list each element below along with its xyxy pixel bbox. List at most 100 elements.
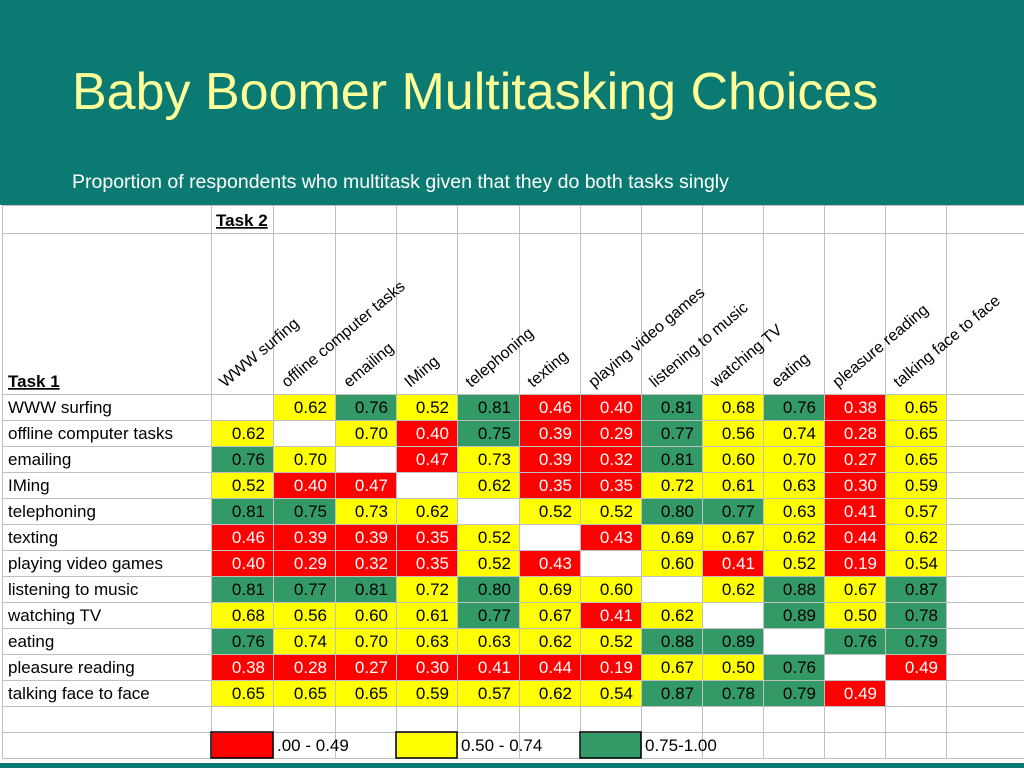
heat-cell (335, 602, 396, 628)
heat-cell (702, 576, 763, 602)
heat-cell (273, 394, 335, 420)
heat-cell (824, 394, 885, 420)
heat-cell (580, 654, 641, 680)
cell-value: 0.54 (600, 684, 633, 703)
cell-value: 0.44 (844, 528, 877, 547)
cell-value: 0.65 (905, 424, 938, 443)
cell-value: 0.81 (661, 450, 694, 469)
cell-value: 0.81 (661, 398, 694, 417)
heat-cell (885, 446, 946, 472)
heat-cell (763, 420, 824, 446)
cell-value: 0.52 (232, 476, 265, 495)
heat-cell (457, 472, 519, 498)
row-header-label: Task 1 (8, 372, 60, 391)
heat-cell (396, 550, 457, 576)
heat-cell (885, 498, 946, 524)
cell-value: 0.68 (722, 398, 755, 417)
heat-cell (335, 498, 396, 524)
heat-cell (580, 524, 641, 550)
heat-cell (763, 446, 824, 472)
heat-cell (763, 550, 824, 576)
cell-value: 0.39 (355, 528, 388, 547)
heat-cell (519, 446, 580, 472)
heat-cell (396, 446, 457, 472)
row-label: IMing (8, 476, 50, 495)
heat-cell (824, 680, 885, 706)
heatmap-svg: Task 2 Task 1 WWW surfing offline computer … (2, 205, 1024, 759)
heat-cell (396, 602, 457, 628)
heat-cell (519, 420, 580, 446)
legend-swatch (211, 732, 273, 758)
cell-value: 0.81 (232, 580, 265, 599)
cell-value: 0.63 (478, 632, 511, 651)
heat-cell (702, 680, 763, 706)
heat-cell (396, 420, 457, 446)
cell-value: 0.70 (355, 632, 388, 651)
cell-value: 0.81 (478, 398, 511, 417)
cell-value: 0.78 (905, 606, 938, 625)
heat-cell (824, 446, 885, 472)
heat-cell (519, 654, 580, 680)
heat-cell (273, 628, 335, 654)
heat-cell (763, 394, 824, 420)
heat-cell (824, 602, 885, 628)
legend-border (395, 731, 458, 759)
heat-cell (580, 498, 641, 524)
cell-value: 0.70 (783, 450, 816, 469)
heat-cell (335, 420, 396, 446)
heat-cell (763, 576, 824, 602)
legend-border (579, 731, 642, 759)
heatmap-table: Task 2 Task 1 WWW surfing offline computer … (0, 205, 1024, 763)
col-header-label: Task 2 (216, 211, 268, 230)
heat-cell (702, 654, 763, 680)
heat-cell (763, 524, 824, 550)
cell-value: 0.40 (416, 424, 449, 443)
heat-cell (641, 628, 702, 654)
cell-value: 0.62 (232, 424, 265, 443)
cell-value: 0.62 (416, 502, 449, 521)
row-label: WWW surfing (8, 398, 112, 417)
heat-cell (519, 576, 580, 602)
heat-cell (702, 550, 763, 576)
cell-value: 0.19 (600, 658, 633, 677)
heat-cell (273, 576, 335, 602)
heat-cell (885, 394, 946, 420)
heat-cell (641, 654, 702, 680)
heat-cell (273, 602, 335, 628)
cell-value: 0.60 (355, 606, 388, 625)
cell-value: 0.61 (722, 476, 755, 495)
cell-value: 0.76 (783, 658, 816, 677)
heat-cell (457, 602, 519, 628)
cell-value: 0.70 (294, 450, 327, 469)
cell-value: 0.56 (294, 606, 327, 625)
heat-cell (641, 680, 702, 706)
cell-value: 0.29 (600, 424, 633, 443)
heat-cell (211, 524, 273, 550)
cell-value: 0.62 (783, 528, 816, 547)
cell-value: 0.77 (294, 580, 327, 599)
slide-subtitle: Proportion of respondents who multitask … (72, 171, 729, 193)
cell-value: 0.27 (355, 658, 388, 677)
cell-value: 0.73 (478, 450, 511, 469)
heat-cell (580, 446, 641, 472)
cell-value: 0.87 (905, 580, 938, 599)
heat-cell (885, 550, 946, 576)
cell-value: 0.39 (539, 450, 572, 469)
cell-value: 0.56 (722, 424, 755, 443)
heat-cell (519, 602, 580, 628)
cell-value: 0.62 (722, 580, 755, 599)
heat-cell (885, 576, 946, 602)
heat-cell (641, 550, 702, 576)
heat-cell (211, 498, 273, 524)
heat-cell (335, 472, 396, 498)
heat-cell (457, 654, 519, 680)
row-label: offline computer tasks (8, 424, 173, 443)
heat-cell (519, 498, 580, 524)
cell-value: 0.73 (355, 502, 388, 521)
cell-value: 0.49 (844, 684, 877, 703)
heat-cell (273, 498, 335, 524)
heat-cell (396, 394, 457, 420)
cell-value: 0.41 (844, 502, 877, 521)
heat-cell (763, 680, 824, 706)
heat-cell (702, 446, 763, 472)
